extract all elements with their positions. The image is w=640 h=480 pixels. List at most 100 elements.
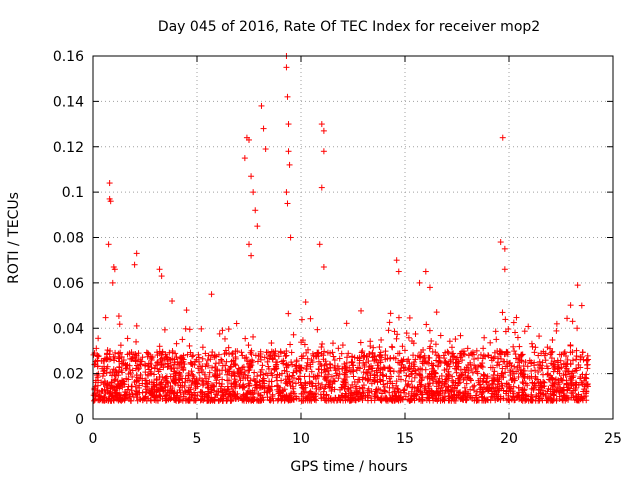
data-point bbox=[418, 397, 425, 404]
data-point bbox=[265, 384, 272, 391]
data-point bbox=[583, 397, 590, 404]
data-point bbox=[181, 387, 188, 394]
data-point bbox=[353, 388, 360, 395]
data-point bbox=[371, 391, 378, 398]
data-point bbox=[189, 353, 196, 360]
data-point bbox=[417, 381, 424, 388]
data-point bbox=[539, 359, 546, 366]
data-point bbox=[581, 377, 588, 384]
data-point bbox=[306, 378, 313, 385]
data-point bbox=[501, 266, 508, 273]
data-point bbox=[224, 371, 231, 378]
data-point bbox=[98, 357, 105, 364]
data-point bbox=[283, 64, 290, 71]
data-point bbox=[102, 314, 109, 321]
data-point bbox=[521, 328, 528, 335]
data-point bbox=[293, 395, 300, 402]
data-point bbox=[448, 344, 455, 351]
data-point bbox=[272, 350, 279, 357]
data-point bbox=[365, 366, 372, 373]
data-point bbox=[406, 373, 413, 380]
data-point bbox=[204, 357, 211, 364]
data-point bbox=[292, 380, 299, 387]
data-point bbox=[124, 351, 131, 358]
data-point bbox=[153, 375, 160, 382]
data-point bbox=[425, 373, 432, 380]
data-point bbox=[431, 374, 438, 381]
data-point bbox=[467, 386, 474, 393]
chart-title: Day 045 of 2016, Rate Of TEC Index for r… bbox=[158, 19, 540, 35]
data-point bbox=[296, 363, 303, 370]
data-point bbox=[221, 335, 228, 342]
data-point bbox=[314, 326, 321, 333]
data-point bbox=[166, 390, 173, 397]
data-point bbox=[392, 355, 399, 362]
data-point bbox=[321, 396, 328, 403]
y-tick-label: 0.08 bbox=[53, 231, 84, 247]
data-point bbox=[307, 315, 314, 322]
data-point bbox=[185, 396, 192, 403]
data-point bbox=[325, 381, 332, 388]
data-point bbox=[133, 372, 140, 379]
data-point bbox=[511, 363, 518, 370]
data-point bbox=[348, 359, 355, 366]
data-point bbox=[532, 397, 539, 404]
data-point bbox=[584, 361, 591, 368]
data-point bbox=[335, 375, 342, 382]
data-point bbox=[469, 395, 476, 402]
data-point bbox=[419, 366, 426, 373]
data-point bbox=[463, 380, 470, 387]
data-point bbox=[339, 342, 346, 349]
data-point bbox=[328, 388, 335, 395]
data-point bbox=[553, 327, 560, 334]
data-point bbox=[208, 364, 215, 371]
data-point bbox=[101, 386, 108, 393]
data-point bbox=[301, 341, 308, 348]
data-point bbox=[102, 390, 109, 397]
data-point bbox=[542, 357, 549, 364]
data-point bbox=[190, 373, 197, 380]
data-point bbox=[93, 345, 100, 352]
data-point bbox=[114, 384, 121, 391]
data-point bbox=[430, 362, 437, 369]
data-point bbox=[319, 340, 326, 347]
data-point bbox=[583, 388, 590, 395]
data-point bbox=[246, 241, 252, 248]
data-point bbox=[358, 349, 365, 356]
data-point bbox=[219, 327, 226, 334]
data-point bbox=[550, 381, 557, 388]
data-point bbox=[250, 189, 257, 196]
data-point bbox=[358, 307, 365, 314]
data-point bbox=[514, 334, 521, 341]
data-point bbox=[393, 378, 400, 385]
data-point bbox=[561, 349, 568, 356]
data-point bbox=[394, 350, 401, 357]
x-tick-label: 15 bbox=[396, 431, 414, 447]
data-point bbox=[371, 397, 378, 404]
data-point bbox=[158, 273, 165, 280]
data-point bbox=[234, 368, 241, 375]
data-point bbox=[329, 340, 336, 347]
data-point bbox=[376, 376, 383, 383]
data-point bbox=[208, 291, 215, 298]
data-point bbox=[236, 382, 243, 389]
data-point bbox=[433, 357, 440, 364]
data-point bbox=[128, 397, 135, 404]
data-point bbox=[161, 326, 168, 333]
data-point bbox=[139, 380, 146, 387]
data-point bbox=[441, 355, 448, 362]
data-point bbox=[389, 380, 396, 387]
data-point bbox=[502, 363, 509, 370]
data-point bbox=[246, 380, 253, 387]
data-point bbox=[427, 343, 434, 350]
data-point bbox=[550, 360, 557, 367]
data-point bbox=[263, 349, 270, 356]
data-point bbox=[139, 354, 146, 361]
data-point bbox=[243, 354, 250, 361]
data-point bbox=[285, 121, 292, 128]
data-point bbox=[216, 330, 223, 337]
data-point bbox=[471, 362, 478, 369]
data-point bbox=[265, 363, 272, 370]
data-point bbox=[218, 357, 225, 364]
